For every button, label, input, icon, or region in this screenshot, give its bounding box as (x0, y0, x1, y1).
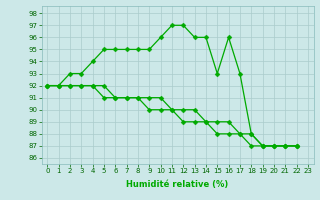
X-axis label: Humidité relative (%): Humidité relative (%) (126, 180, 229, 189)
